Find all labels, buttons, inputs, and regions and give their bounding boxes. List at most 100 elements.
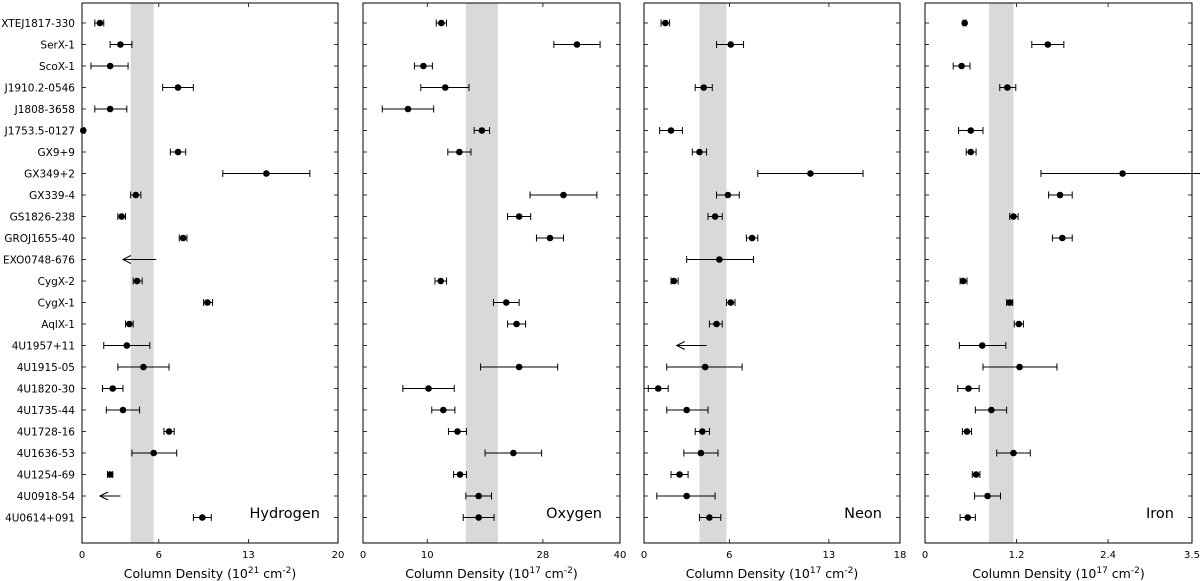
source-label: 4U1820-30 [17,384,75,396]
x-tick-label: 6 [726,550,732,561]
source-label: 4U1254-69 [17,470,75,482]
source-label: XTEJ1817-330 [1,18,75,30]
element-label: Hydrogen [249,506,320,522]
data-point [438,19,445,27]
data-point [967,148,975,156]
data-point [174,148,182,156]
data-point [404,105,412,113]
source-label: CygX-1 [38,298,75,310]
x-tick-label: 10 [421,550,434,561]
data-point [958,62,965,70]
data-point [117,41,124,48]
data-point [1056,191,1064,199]
element-label: Neon [844,506,882,522]
panel-frame [81,2,339,544]
x-tick-label: 3.5 [1184,550,1200,561]
data-point [1119,170,1126,177]
panel-hydrogen: 0 6 13 20 Hydrogen Column Density (1021 cm-2) [79,2,344,581]
source-label: 4U0918-54 [17,491,76,503]
x-axis-label-part: ) [1140,566,1145,581]
data-point [109,385,117,392]
panel-iron: 0 1.2 2.4 3.5 Iron Column Density (1017 cm-2) [922,2,1200,581]
data-point [984,492,991,500]
data-point [700,84,708,91]
arrow-head [675,341,685,350]
x-axis-label-part: Column Density (10 [124,566,248,581]
panel-neon: 0 6 13 18 Neon Column Density (1017 cm-2) [641,2,906,581]
source-label: GX9+9 [38,147,76,159]
data-point [961,19,968,27]
source-label: EXO0748-676 [3,255,75,267]
data-point [133,277,141,285]
source-label: GX339-4 [29,190,75,202]
x-axis-label: Column Density (1021 cm-2) [124,566,296,581]
data-point [199,514,206,521]
data-point [988,406,995,414]
x-tick-label: 13 [242,550,255,561]
data-point [1010,449,1017,457]
data-point [727,41,735,48]
source-label: CygX-2 [38,276,75,288]
x-axis-label-part: ) [853,566,858,581]
data-point [683,406,690,414]
x-axis-label-part: cm [259,566,282,581]
x-tick-label: 6 [156,550,162,561]
data-point [510,449,517,457]
data-point [179,234,187,242]
data-point [1059,234,1066,242]
data-point [204,299,211,306]
x-axis-label-superscript: 17 [810,566,821,576]
data-point [420,62,427,70]
panel-frame [643,2,901,544]
x-tick-label: 0 [641,550,647,561]
data-point [1016,363,1023,371]
reference-band [465,3,498,543]
x-axis-label: Column Density (1017 cm-2) [686,566,858,581]
data-point [1004,84,1011,91]
reference-band [699,3,727,543]
source-label: J1753.5-0127 [4,126,75,138]
data-point [748,234,756,242]
x-axis-label-superscript: -2 [282,566,291,576]
x-axis-label-part: Column Density (10 [686,566,810,581]
data-point [670,277,678,285]
x-tick-label: 1.2 [1009,550,1025,561]
data-point [106,105,114,113]
data-point [560,191,567,199]
data-point [440,406,447,414]
data-point [699,428,706,435]
source-label: AqlX-1 [41,319,75,331]
source-label: 4U1728-16 [17,427,76,439]
data-point [716,256,723,263]
data-point [546,234,554,242]
data-point [437,277,445,285]
data-point [711,213,719,220]
x-axis-label: Column Density (1017 cm-2) [972,566,1144,581]
arrow-head [121,255,132,264]
source-label: ScoX-1 [39,61,75,73]
data-point [697,449,705,457]
panel-oxygen: 0 10 28 40 Oxygen Column Density (1017 cm-2) [360,2,626,581]
data-point [515,213,523,220]
source-label: 4U0614+091 [5,513,75,525]
data-point [1006,299,1013,306]
source-label: J1910.2-0546 [4,83,76,95]
x-axis-label-superscript: -2 [1131,566,1140,576]
source-label: J1808-3658 [14,104,75,116]
reference-band [130,3,154,543]
data-point [676,471,683,478]
data-point [701,363,709,371]
x-axis-label-part: ) [291,566,296,581]
data-point [119,406,127,414]
x-axis-label-superscript: 17 [529,566,540,576]
source-label: 4U1957+11 [12,341,75,353]
panel-frame [924,2,1193,544]
panel-frame [362,2,621,544]
data-point [713,320,720,328]
data-point [513,320,520,328]
source-label: GS1826-238 [10,212,75,224]
x-axis-label-part: Column Density (10 [405,566,529,581]
data-point [126,320,133,328]
data-point [696,148,703,156]
